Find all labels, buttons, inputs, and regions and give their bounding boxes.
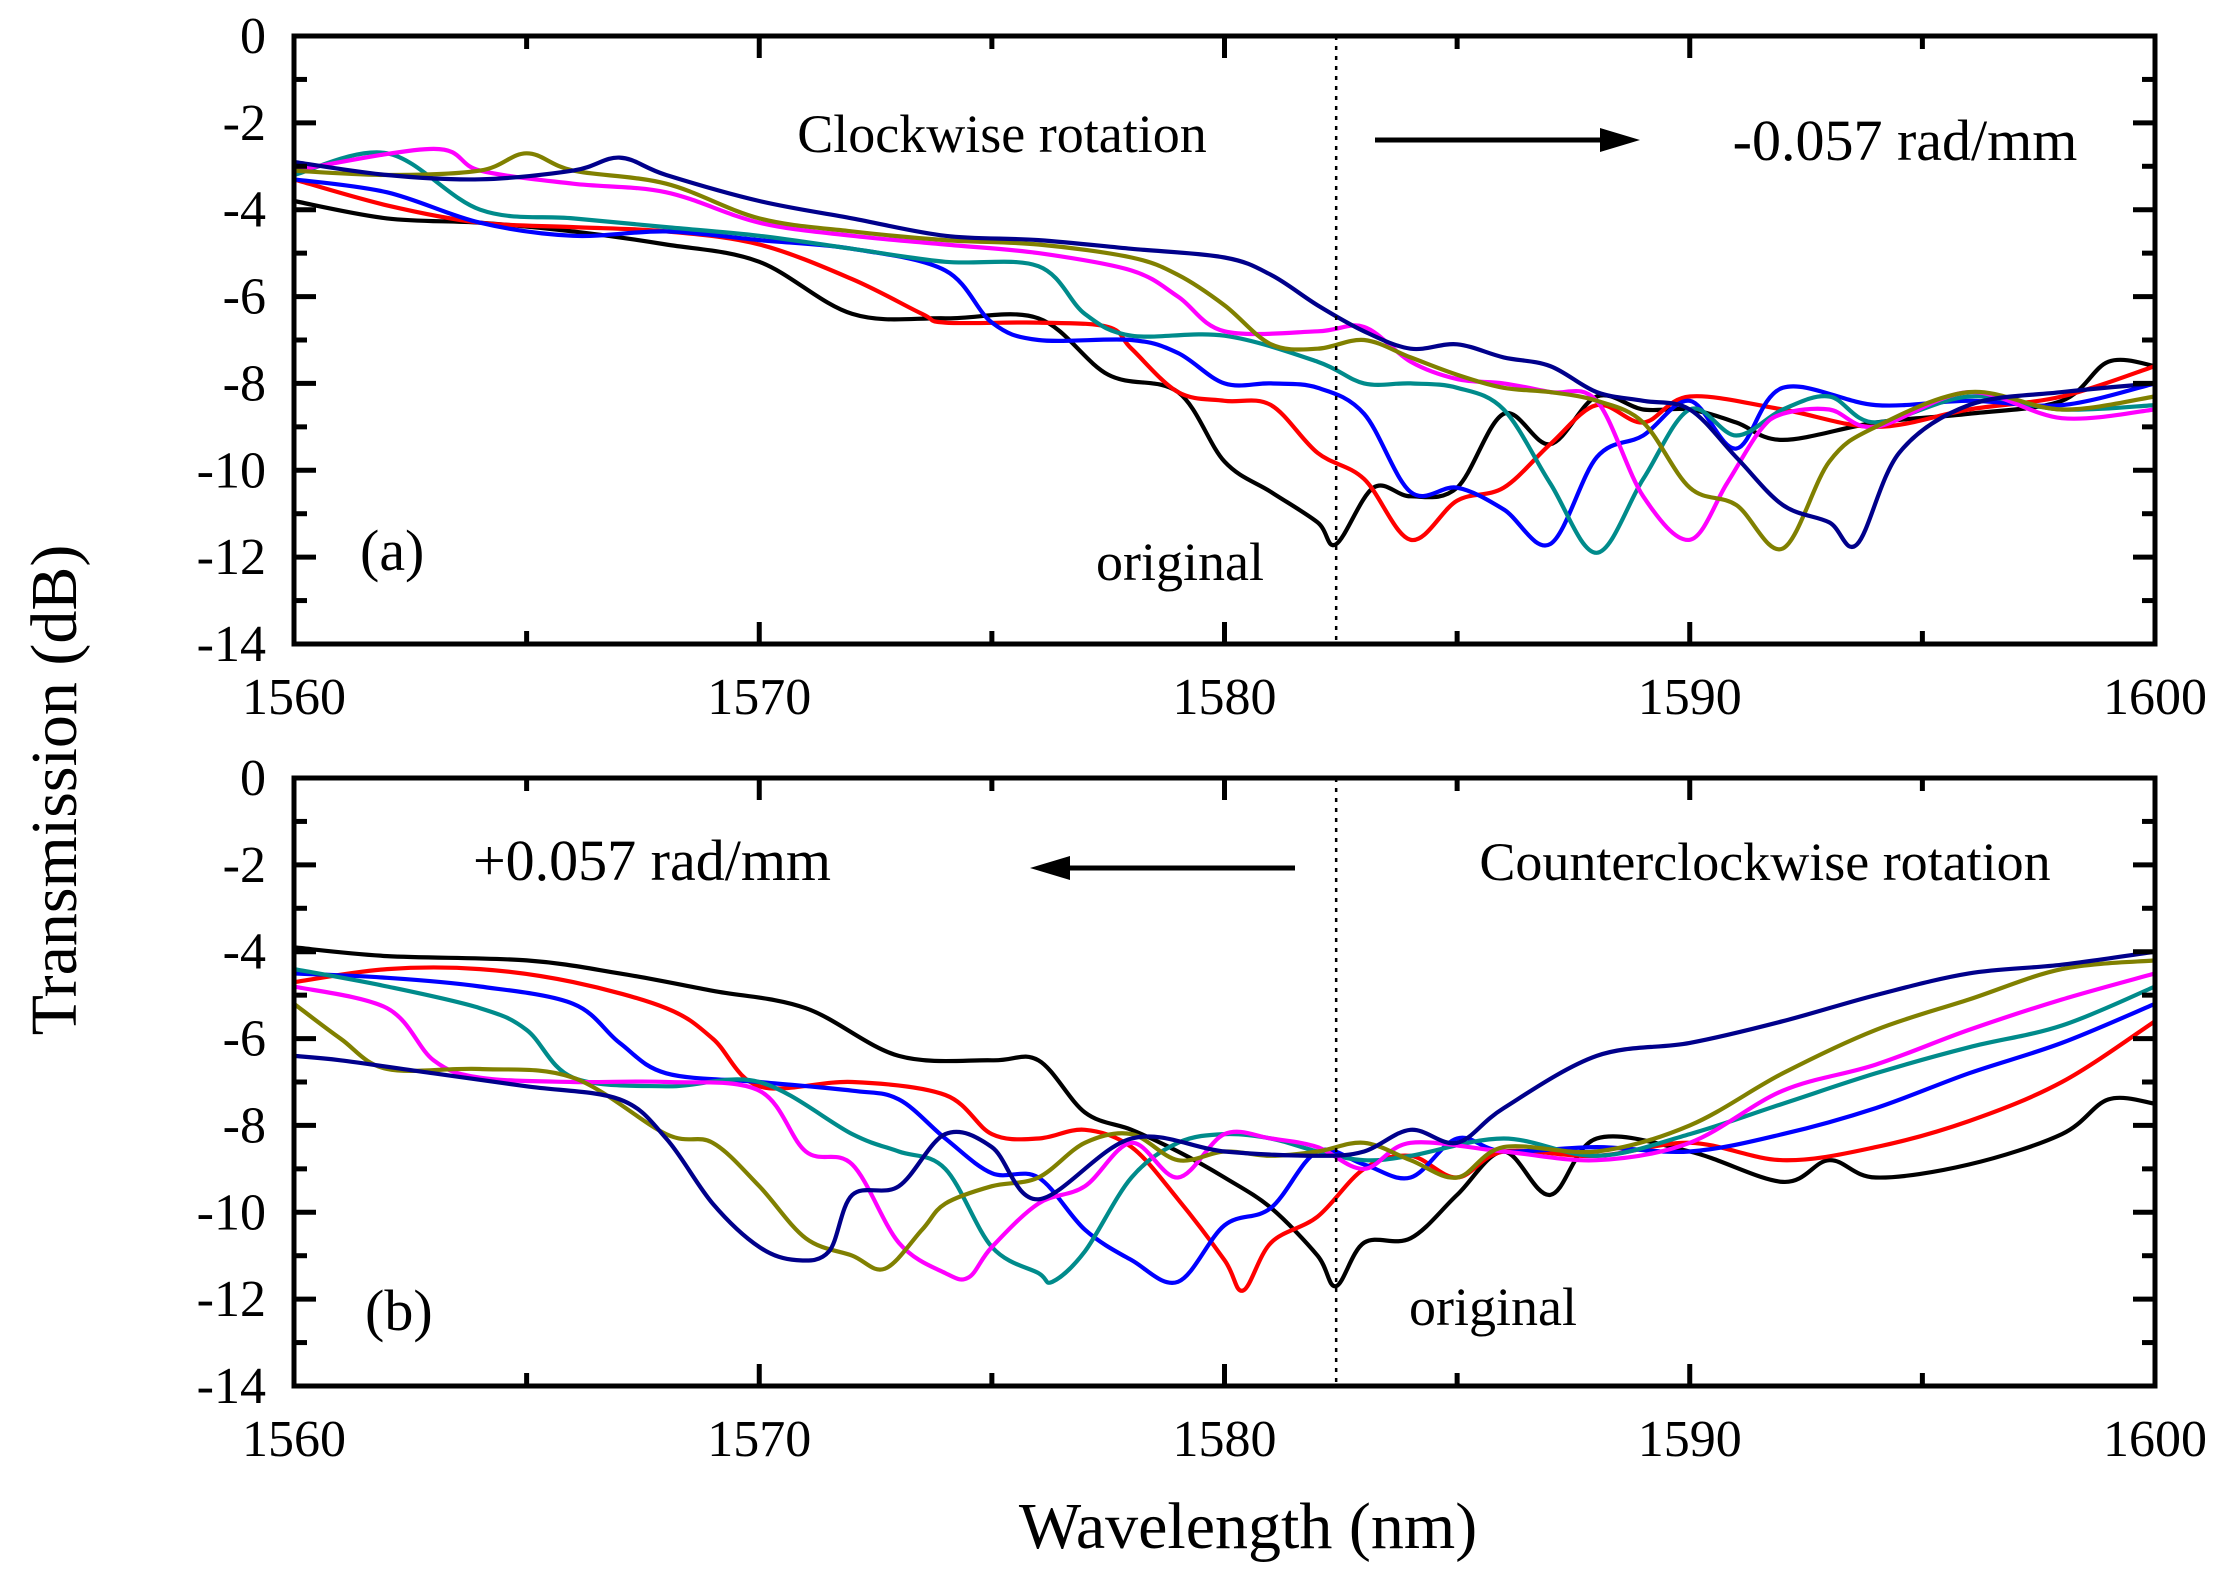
panel-b-rate-label: +0.057 rad/mm — [473, 828, 831, 893]
panel-b-original-label: original — [1409, 1277, 1577, 1337]
x-axis-title: Wavelength (nm) — [1019, 1490, 1477, 1563]
panel-b-x-tick-label: 1570 — [707, 1411, 811, 1468]
panel-a-rate-label: -0.057 rad/mm — [1733, 108, 2078, 173]
panel-b-series-original — [291, 945, 2158, 1289]
panel-b-y-tick-label: -4 — [223, 924, 266, 981]
panel-a-x-tick-label: 1570 — [707, 669, 811, 726]
panel-a-y-tick-label: -6 — [223, 269, 266, 326]
panel-a-series-original — [291, 198, 2158, 548]
panel-b-series-step-4 — [291, 971, 2158, 1282]
panel-b-x-tick-label: 1580 — [1173, 1411, 1277, 1468]
panel-a-x-tick-label: 1600 — [2103, 669, 2207, 726]
panel-a-y-tick-label: -10 — [197, 442, 266, 499]
panel-a-rotation-label: Clockwise rotation — [797, 104, 1206, 164]
panel-b-x-tick-label: 1560 — [242, 1411, 346, 1468]
panel-a-y-tick-label: -12 — [197, 529, 266, 586]
panel-b-series-step-5 — [291, 958, 2158, 1272]
panel-a-series-step-6 — [291, 155, 2158, 549]
panel-a-arrow-head-icon — [1600, 128, 1640, 152]
panel-a-y-tick-label: 0 — [240, 8, 266, 65]
panel-a-series-step-4 — [291, 146, 2158, 542]
panel-b-series-step-3 — [291, 967, 2158, 1285]
panel-b-arrow-head-icon — [1030, 856, 1070, 880]
panel-a-chart: 1560 1570 1580 1590 1600 0 -2 -4 -6 -8 -10 -12 -14 Cl… — [197, 8, 2207, 726]
panel-b-x-tick-label: 1600 — [2103, 1411, 2207, 1468]
panel-a-x-tick-label: 1580 — [1173, 669, 1277, 726]
panel-a-y-tick-label: -2 — [223, 95, 266, 152]
panel-b-x-tick-label: 1590 — [1638, 1411, 1742, 1468]
panel-a-y-tick-label: -14 — [197, 616, 266, 673]
panel-a-series-step-3 — [291, 150, 2158, 555]
panel-b-panel-label: (b) — [365, 1278, 433, 1343]
panel-a-y-tick-label: -4 — [223, 182, 266, 239]
panel-a-x-tick-label: 1590 — [1638, 669, 1742, 726]
panel-b-y-tick-label: -10 — [197, 1184, 266, 1241]
panel-b-y-tick-label: -12 — [197, 1271, 266, 1328]
panel-b-series-step-2 — [291, 971, 2158, 1285]
panel-a-x-tick-label: 1560 — [242, 669, 346, 726]
panel-b-y-tick-label: -2 — [223, 837, 266, 894]
panel-a-series-step-2 — [291, 177, 2158, 548]
panel-b-y-tick-label: -8 — [223, 1097, 266, 1154]
panel-a-series-step-5 — [291, 151, 2158, 552]
panel-b-series-step-6 — [291, 949, 2158, 1263]
panel-b-y-tick-label: -14 — [197, 1358, 266, 1415]
panel-a-panel-label: (a) — [360, 518, 424, 583]
panel-a-original-label: original — [1096, 532, 1264, 592]
panel-b-rotation-label: Counterclockwise rotation — [1479, 832, 2050, 892]
y-axis-title: Transmission (dB) — [18, 545, 91, 1036]
panel-b-y-tick-label: 0 — [240, 750, 266, 807]
panel-b-series-step-1 — [291, 965, 2158, 1293]
panel-b-chart: 1560 1570 1580 1590 1600 0 -2 -4 -6 -8 -10 -12 -14 Co… — [197, 750, 2207, 1468]
panel-b-y-tick-label: -6 — [223, 1011, 266, 1068]
panel-a-y-tick-label: -8 — [223, 355, 266, 412]
